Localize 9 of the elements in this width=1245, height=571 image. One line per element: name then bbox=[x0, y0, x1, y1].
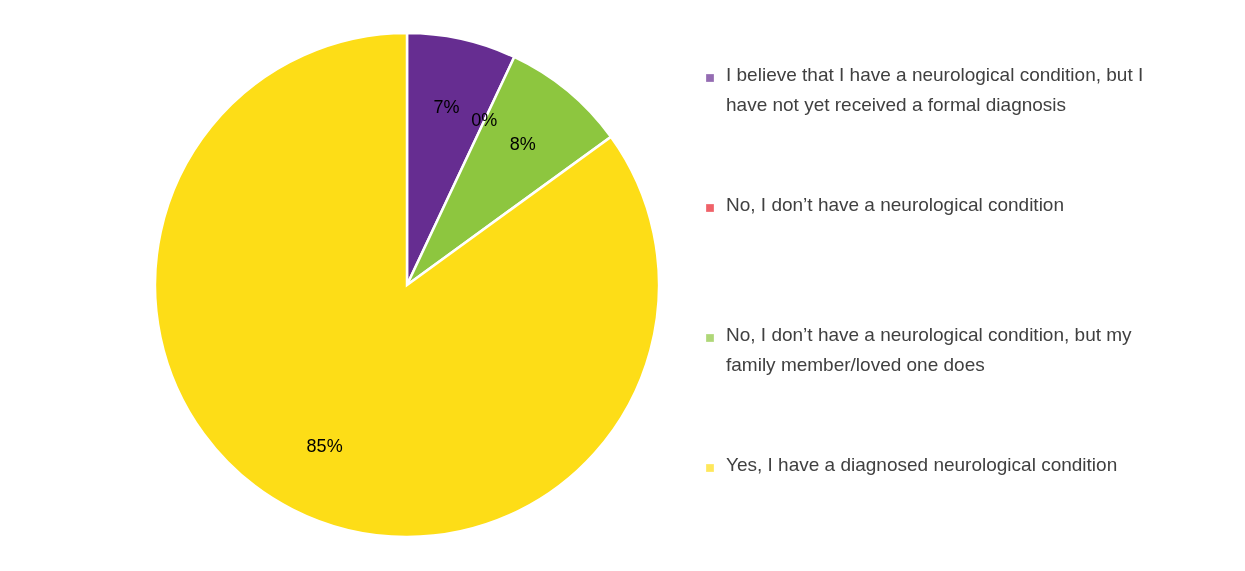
data-label: 85% bbox=[306, 435, 343, 456]
legend-label: Yes, I have a diagnosed neurological condition bbox=[726, 454, 1118, 475]
data-label: 7% bbox=[433, 96, 460, 117]
legend-label: I believe that I have a neurological condition, but I have not yet received a formal diagnosis bbox=[726, 64, 1144, 115]
legend-label: No, I don’t have a neurological condition bbox=[726, 194, 1065, 215]
pie-slice bbox=[154, 31, 661, 539]
text: 0% bbox=[471, 109, 498, 130]
legend-label: No, I don’t have a neurological condition, but my family member/loved one does bbox=[726, 324, 1133, 375]
data-label: 8% bbox=[509, 134, 536, 155]
